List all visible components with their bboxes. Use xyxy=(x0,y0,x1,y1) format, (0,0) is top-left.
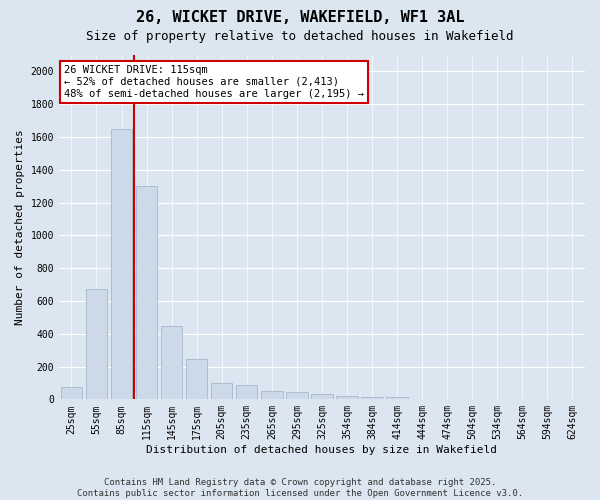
Bar xyxy=(386,398,408,400)
Bar xyxy=(61,387,82,400)
Text: 26, WICKET DRIVE, WAKEFIELD, WF1 3AL: 26, WICKET DRIVE, WAKEFIELD, WF1 3AL xyxy=(136,10,464,25)
Bar xyxy=(111,129,132,400)
Bar xyxy=(136,186,157,400)
Bar xyxy=(186,359,208,400)
Bar xyxy=(337,396,358,400)
Text: Size of property relative to detached houses in Wakefield: Size of property relative to detached ho… xyxy=(86,30,514,43)
Text: 26 WICKET DRIVE: 115sqm
← 52% of detached houses are smaller (2,413)
48% of semi: 26 WICKET DRIVE: 115sqm ← 52% of detache… xyxy=(64,66,364,98)
Bar xyxy=(161,326,182,400)
Bar xyxy=(86,288,107,400)
Text: Contains HM Land Registry data © Crown copyright and database right 2025.
Contai: Contains HM Land Registry data © Crown c… xyxy=(77,478,523,498)
Bar xyxy=(261,391,283,400)
X-axis label: Distribution of detached houses by size in Wakefield: Distribution of detached houses by size … xyxy=(146,445,497,455)
Bar xyxy=(562,398,583,400)
Bar xyxy=(286,392,308,400)
Y-axis label: Number of detached properties: Number of detached properties xyxy=(15,130,25,325)
Bar xyxy=(412,398,433,400)
Bar xyxy=(211,383,232,400)
Bar xyxy=(236,384,257,400)
Bar xyxy=(311,394,332,400)
Bar xyxy=(361,397,383,400)
